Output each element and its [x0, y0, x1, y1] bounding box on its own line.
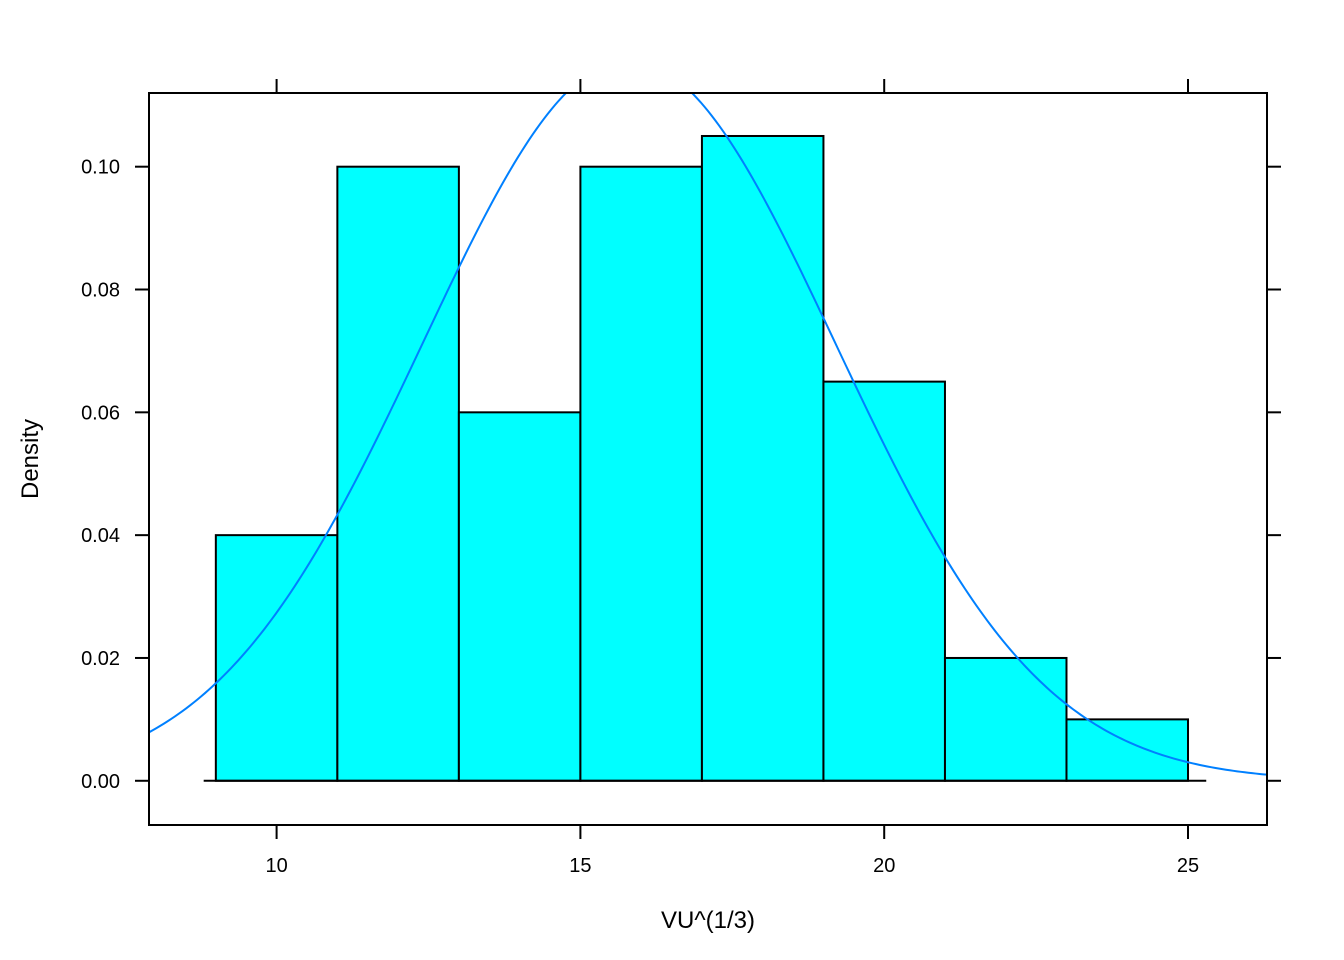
y-tick-label: 0.06 — [81, 402, 120, 424]
y-tick-label: 0.02 — [81, 648, 120, 670]
y-axis: 0.00 0.02 0.04 0.06 0.08 0.10 — [81, 157, 1281, 793]
histogram-bar-8 — [1065, 718, 1190, 782]
x-axis: 10 15 20 25 — [265, 79, 1199, 877]
x-tick-label: 25 — [1177, 855, 1199, 877]
y-tick-label: 0.00 — [81, 771, 120, 793]
density-curve-layer — [149, 93, 1267, 776]
y-axis-title: Density — [17, 419, 44, 499]
histogram-bar-7 — [943, 656, 1068, 782]
y-tick-label: 0.04 — [81, 525, 120, 547]
histogram-bar-5 — [700, 134, 825, 782]
x-tick-label: 20 — [873, 855, 895, 877]
histogram-bar-2 — [336, 165, 460, 782]
x-tick-label: 15 — [569, 855, 591, 877]
y-tick-label: 0.08 — [81, 280, 120, 302]
y-tick-label: 0.10 — [81, 157, 120, 179]
histogram-bar-1 — [214, 534, 339, 782]
x-axis-title: VU^(1/3) — [661, 907, 755, 934]
histogram-bar-3 — [457, 411, 582, 782]
histogram-bar-4 — [579, 165, 703, 782]
histogram-bar-6 — [822, 380, 946, 782]
plot-panel-border — [148, 92, 1268, 826]
histogram-bars — [214, 134, 1190, 782]
density-curve — [149, 93, 1267, 776]
x-tick-label: 10 — [265, 855, 287, 877]
